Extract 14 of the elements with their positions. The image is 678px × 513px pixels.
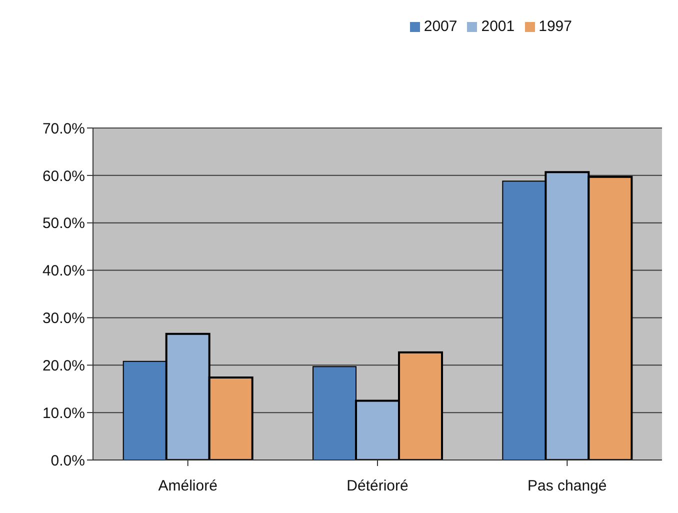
y-tick-label: 60.0% <box>42 168 85 185</box>
y-tick-label: 30.0% <box>42 310 85 328</box>
x-tick-label: Détérioré <box>346 478 408 495</box>
y-tick-label: 20.0% <box>42 357 85 374</box>
x-tick-label: Amélioré <box>158 478 218 495</box>
x-tick-label: Pas changé <box>528 478 607 495</box>
y-tick-label: 10.0% <box>42 404 85 422</box>
legend-label: 2007 <box>424 18 458 35</box>
legend-label: 2001 <box>481 18 515 35</box>
y-tick-label: 40.0% <box>42 262 85 280</box>
y-tick-label: 50.0% <box>42 215 85 232</box>
legend-label: 1997 <box>538 18 572 35</box>
y-tick-label: 0.0% <box>50 452 85 470</box>
y-tick-label: 70.0% <box>42 120 85 138</box>
